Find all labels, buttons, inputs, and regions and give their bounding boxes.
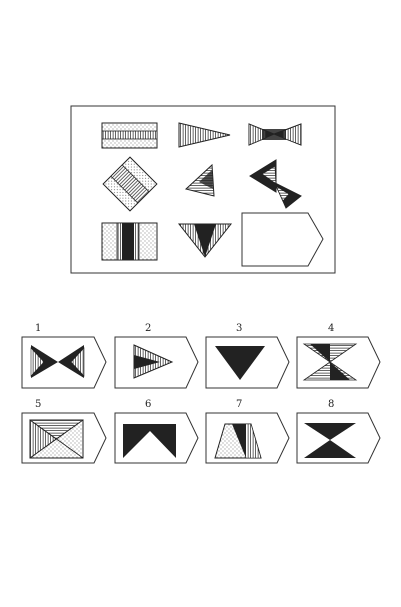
- option-1[interactable]: 1: [21, 323, 107, 389]
- option-label: 2: [145, 323, 151, 334]
- cell-r1c3: [248, 123, 302, 146]
- cell-r2c3: [249, 159, 302, 209]
- option-5[interactable]: 5: [21, 399, 107, 464]
- option-label: 5: [35, 399, 41, 410]
- option-2[interactable]: 2: [114, 323, 199, 389]
- option-8[interactable]: 8: [296, 399, 381, 464]
- answer-slot[interactable]: [241, 212, 324, 267]
- option-6[interactable]: 6: [114, 399, 199, 464]
- option-label: 3: [236, 323, 242, 334]
- cell-r2c1: [102, 156, 158, 212]
- option-label: 8: [328, 399, 334, 410]
- option-label: 7: [236, 399, 242, 410]
- cell-r3c2: [177, 223, 233, 258]
- cell-r3c1: [101, 222, 158, 261]
- option-label: 1: [35, 323, 41, 334]
- option-3[interactable]: 3: [205, 323, 290, 389]
- option-7[interactable]: 7: [205, 399, 290, 464]
- option-label: 6: [145, 399, 151, 410]
- option-label: 4: [328, 323, 334, 334]
- cell-r2c2: [184, 163, 215, 197]
- cell-r1c1: [101, 122, 158, 149]
- option-4[interactable]: 4: [296, 323, 381, 389]
- cell-r1c2: [178, 122, 231, 148]
